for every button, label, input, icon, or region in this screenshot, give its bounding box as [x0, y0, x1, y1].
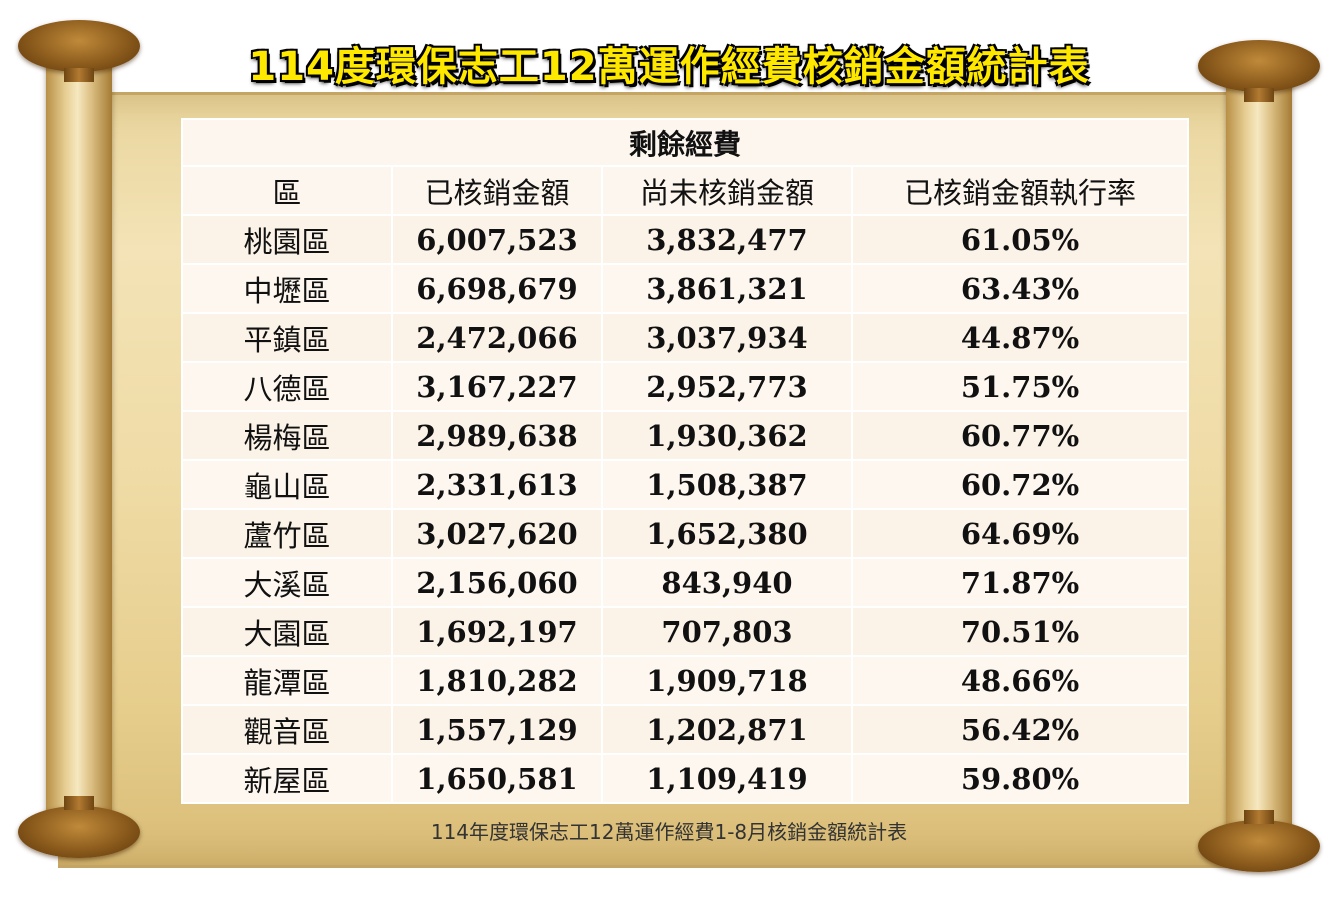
scroll-roller-left: [46, 60, 112, 840]
district-cell: 龜山區: [181, 459, 393, 510]
page-title: 114度環保志工12萬運作經費核銷金額統計表: [248, 44, 1090, 90]
execution-rate-cell: 60.72%: [850, 459, 1190, 510]
execution-rate-cell: 70.51%: [850, 606, 1190, 657]
unverified-amount-cell: 1,652,380: [601, 508, 853, 559]
unverified-amount-cell: 1,909,718: [601, 655, 853, 706]
unverified-amount-cell: 1,508,387: [601, 459, 853, 510]
verified-amount-cell: 3,167,227: [391, 361, 603, 412]
scroll-knob-icon: [1198, 40, 1320, 102]
execution-rate-cell: 71.87%: [850, 557, 1190, 608]
table-row: 八德區 3,167,227 2,952,773 51.75%: [181, 361, 1190, 412]
verified-amount-cell: 2,331,613: [391, 459, 603, 510]
table-row: 中壢區 6,698,679 3,861,321 63.43%: [181, 263, 1190, 314]
table-row: 龜山區 2,331,613 1,508,387 60.72%: [181, 459, 1190, 510]
verified-amount-cell: 1,810,282: [391, 655, 603, 706]
execution-rate-cell: 63.43%: [850, 263, 1190, 314]
unverified-amount-cell: 1,930,362: [601, 410, 853, 461]
district-cell: 蘆竹區: [181, 508, 393, 559]
district-cell: 新屋區: [181, 753, 393, 804]
execution-rate-cell: 48.66%: [850, 655, 1190, 706]
execution-rate-cell: 60.77%: [850, 410, 1190, 461]
unverified-amount-cell: 1,109,419: [601, 753, 853, 804]
data-table: 剩餘經費 區 已核銷金額 尚未核銷金額 已核銷金額執行率 桃園區 6,007,52…: [180, 118, 1190, 804]
scroll-knob-icon: [18, 20, 140, 82]
column-header-execution-rate: 已核銷金額執行率: [850, 165, 1190, 216]
table-header-row: 區 已核銷金額 尚未核銷金額 已核銷金額執行率: [181, 165, 1190, 216]
column-header-unverified-amount: 尚未核銷金額: [601, 165, 853, 216]
district-cell: 中壢區: [181, 263, 393, 314]
table-row: 大溪區 2,156,060 843,940 71.87%: [181, 557, 1190, 608]
verified-amount-cell: 3,027,620: [391, 508, 603, 559]
scroll-roller-right: [1226, 60, 1292, 840]
table-row: 觀音區 1,557,129 1,202,871 56.42%: [181, 704, 1190, 755]
execution-rate-cell: 51.75%: [850, 361, 1190, 412]
table-row: 大園區 1,692,197 707,803 70.51%: [181, 606, 1190, 657]
unverified-amount-cell: 1,202,871: [601, 704, 853, 755]
district-cell: 觀音區: [181, 704, 393, 755]
table-body: 桃園區 6,007,523 3,832,477 61.05% 中壢區 6,698,679 3…: [181, 214, 1190, 804]
column-header-district: 區: [181, 165, 393, 216]
table-row: 新屋區 1,650,581 1,109,419 59.80%: [181, 753, 1190, 804]
verified-amount-cell: 1,692,197: [391, 606, 603, 657]
table-row: 桃園區 6,007,523 3,832,477 61.05%: [181, 214, 1190, 265]
unverified-amount-cell: 707,803: [601, 606, 853, 657]
district-cell: 八德區: [181, 361, 393, 412]
verified-amount-cell: 1,557,129: [391, 704, 603, 755]
execution-rate-cell: 61.05%: [850, 214, 1190, 265]
table-row: 楊梅區 2,989,638 1,930,362 60.77%: [181, 410, 1190, 461]
district-cell: 平鎮區: [181, 312, 393, 363]
unverified-amount-cell: 2,952,773: [601, 361, 853, 412]
verified-amount-cell: 1,650,581: [391, 753, 603, 804]
table-group-header-row: 剩餘經費: [180, 118, 1190, 167]
execution-rate-cell: 56.42%: [850, 704, 1190, 755]
execution-rate-cell: 44.87%: [850, 312, 1190, 363]
execution-rate-cell: 59.80%: [850, 753, 1190, 804]
footer-caption: 114年度環保志工12萬運作經費1-8月核銷金額統計表: [430, 820, 908, 844]
verified-amount-cell: 2,156,060: [391, 557, 603, 608]
group-header-remaining-funds: 剩餘經費: [180, 118, 1190, 167]
verified-amount-cell: 6,698,679: [391, 263, 603, 314]
district-cell: 龍潭區: [181, 655, 393, 706]
district-cell: 大溪區: [181, 557, 393, 608]
verified-amount-cell: 2,472,066: [391, 312, 603, 363]
district-cell: 大園區: [181, 606, 393, 657]
data-table-panel: 剩餘經費 區 已核銷金額 尚未核銷金額 已核銷金額執行率 桃園區 6,007,52…: [180, 118, 1190, 804]
unverified-amount-cell: 3,861,321: [601, 263, 853, 314]
table-row: 平鎮區 2,472,066 3,037,934 44.87%: [181, 312, 1190, 363]
verified-amount-cell: 2,989,638: [391, 410, 603, 461]
column-header-verified-amount: 已核銷金額: [391, 165, 603, 216]
verified-amount-cell: 6,007,523: [391, 214, 603, 265]
district-cell: 楊梅區: [181, 410, 393, 461]
table-row: 龍潭區 1,810,282 1,909,718 48.66%: [181, 655, 1190, 706]
scroll-knob-icon: [18, 796, 140, 858]
execution-rate-cell: 64.69%: [850, 508, 1190, 559]
scroll-knob-icon: [1198, 810, 1320, 872]
district-cell: 桃園區: [181, 214, 393, 265]
unverified-amount-cell: 3,832,477: [601, 214, 853, 265]
table-row: 蘆竹區 3,027,620 1,652,380 64.69%: [181, 508, 1190, 559]
unverified-amount-cell: 3,037,934: [601, 312, 853, 363]
unverified-amount-cell: 843,940: [601, 557, 853, 608]
